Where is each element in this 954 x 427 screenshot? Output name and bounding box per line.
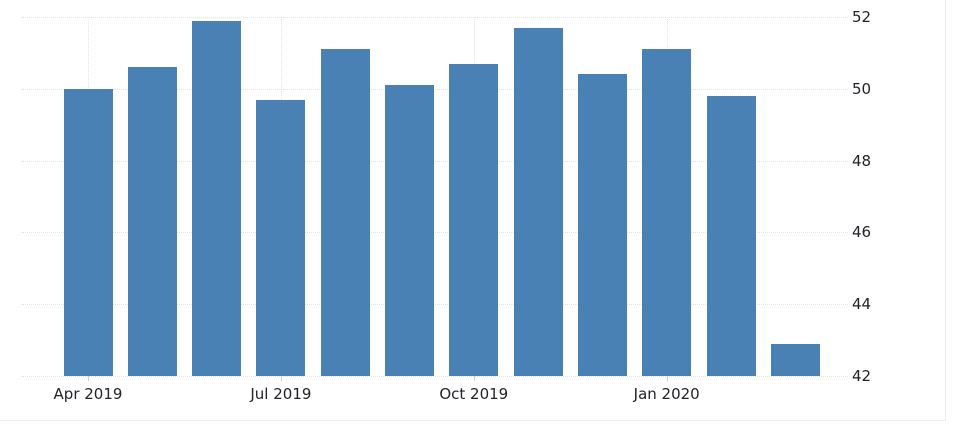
y-tick-label: 44 xyxy=(852,295,872,314)
gridline-y-46 xyxy=(22,232,848,234)
gridline-y-48 xyxy=(22,160,848,162)
gridline-y-42 xyxy=(22,376,848,377)
x-tick-label: Jan 2020 xyxy=(633,385,700,403)
bar-jan-2020[interactable] xyxy=(642,49,692,376)
x-tick-mark xyxy=(473,376,475,381)
x-tick-mark xyxy=(88,376,89,381)
bar-jul-2019[interactable] xyxy=(256,99,306,376)
bar-may-2019[interactable] xyxy=(127,67,177,376)
bar-sep-2019[interactable] xyxy=(385,85,434,376)
bar-jun-2019[interactable] xyxy=(192,20,242,376)
x-tick-mark xyxy=(666,376,668,381)
x-tick-label: Apr 2019 xyxy=(53,385,123,403)
y-tick-label: 42 xyxy=(852,367,872,385)
bar-oct-2019[interactable] xyxy=(449,63,499,376)
gridline-y-44 xyxy=(22,304,848,306)
bar-aug-2019[interactable] xyxy=(320,49,370,376)
bar-nov-2019[interactable] xyxy=(513,27,563,376)
widget-bottom-border xyxy=(0,420,946,421)
x-tick-mark xyxy=(280,376,282,381)
plot-area xyxy=(22,17,848,381)
bar-feb-2020[interactable] xyxy=(706,95,756,376)
y-tick-label: 50 xyxy=(852,79,872,98)
y-tick-label: 52 xyxy=(852,8,872,26)
y-tick-label: 48 xyxy=(852,151,872,170)
x-tick-label: Oct 2019 xyxy=(439,385,509,403)
bar-apr-2019[interactable] xyxy=(63,88,113,376)
bar-mar-2020[interactable] xyxy=(770,343,820,376)
widget-right-border xyxy=(945,0,946,421)
gridline-y-52 xyxy=(22,17,848,18)
gridline-y-50 xyxy=(22,88,848,90)
bar-dec-2019[interactable] xyxy=(577,74,627,376)
x-tick-label: Jul 2019 xyxy=(250,385,312,403)
y-tick-label: 46 xyxy=(852,223,872,242)
